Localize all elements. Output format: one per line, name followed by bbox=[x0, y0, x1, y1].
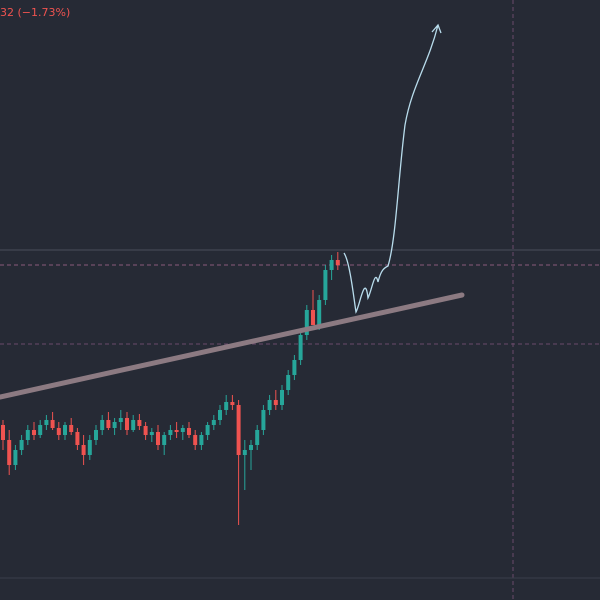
candle-body bbox=[25, 430, 30, 440]
candle-body bbox=[50, 420, 55, 428]
candle-body bbox=[193, 435, 198, 445]
candle-body bbox=[329, 260, 334, 270]
candle-body bbox=[317, 300, 322, 325]
candle-body bbox=[149, 432, 154, 435]
candle-body bbox=[211, 420, 216, 425]
candle-body bbox=[19, 440, 24, 450]
candle-body bbox=[100, 420, 105, 430]
candle-body bbox=[38, 425, 43, 435]
candle-body bbox=[311, 310, 315, 325]
candle-body bbox=[137, 420, 142, 426]
candle-body bbox=[205, 425, 210, 435]
candle-body bbox=[224, 402, 229, 410]
candle-body bbox=[81, 445, 86, 455]
candle-body bbox=[131, 420, 136, 430]
candle-body bbox=[230, 402, 235, 405]
candle-body bbox=[199, 435, 204, 445]
candle-body bbox=[69, 425, 74, 432]
candle-body bbox=[56, 428, 61, 435]
candle-body bbox=[32, 430, 36, 435]
candle-body bbox=[242, 450, 247, 455]
candle-body bbox=[267, 400, 272, 410]
candle-body bbox=[323, 270, 328, 300]
candle-body bbox=[44, 420, 49, 425]
candle-body bbox=[273, 400, 278, 405]
trend-line bbox=[0, 292, 465, 400]
candle-body bbox=[118, 418, 123, 422]
candle-body bbox=[236, 405, 241, 455]
candle-body bbox=[255, 430, 260, 445]
candle-body bbox=[280, 390, 284, 405]
candle-body bbox=[304, 310, 309, 335]
candle-body bbox=[335, 260, 340, 265]
candle-body bbox=[218, 410, 222, 420]
candle-body bbox=[249, 445, 253, 450]
candle-body bbox=[168, 430, 173, 435]
candle-body bbox=[75, 432, 80, 445]
candle-body bbox=[174, 430, 179, 432]
candle-body bbox=[106, 420, 111, 428]
candle-body bbox=[7, 440, 12, 465]
candle-body bbox=[13, 450, 18, 465]
candles bbox=[1, 252, 340, 525]
candle-body bbox=[125, 418, 129, 430]
candle-body bbox=[261, 410, 266, 430]
candle-body bbox=[298, 335, 303, 360]
candle-body bbox=[187, 428, 191, 435]
freehand-arrow bbox=[343, 23, 442, 314]
candle-body bbox=[180, 428, 185, 432]
header-change: 32 (−1.73%) bbox=[0, 6, 70, 19]
candle-body bbox=[112, 422, 117, 428]
candle-body bbox=[162, 435, 167, 445]
candle-body bbox=[94, 430, 98, 440]
candle-body bbox=[292, 360, 297, 375]
candle-body bbox=[1, 425, 5, 440]
candle-body bbox=[286, 375, 291, 390]
candle-body bbox=[156, 432, 160, 445]
candle-body bbox=[143, 426, 148, 435]
candle-body bbox=[63, 425, 67, 435]
candle-body bbox=[87, 440, 92, 455]
